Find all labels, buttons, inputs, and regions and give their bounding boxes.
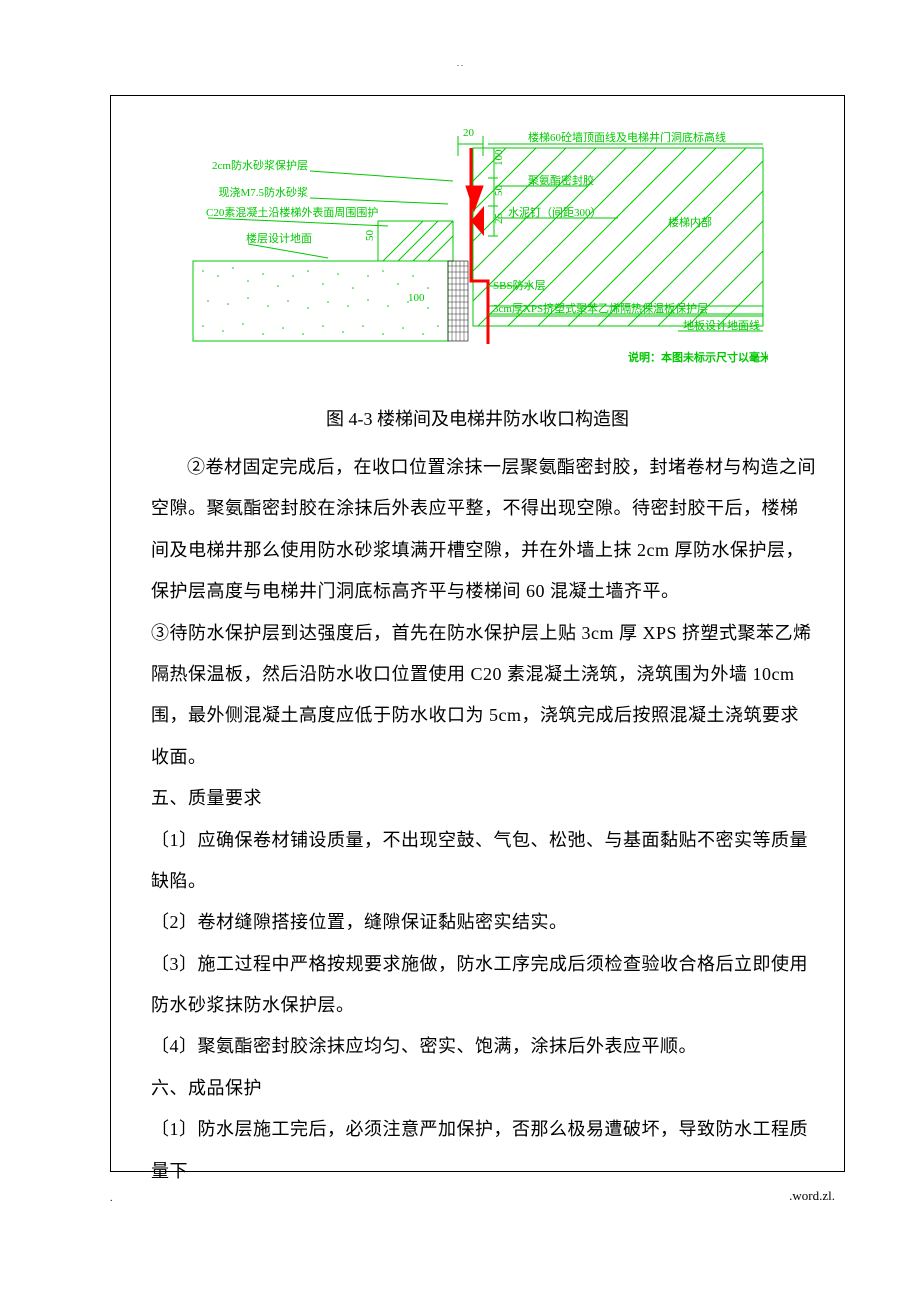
label-sbs: SBS防水层 <box>493 278 546 292</box>
label-seal: 聚氨酯密封胶 <box>528 173 594 187</box>
label-25: 25 <box>493 213 505 225</box>
label-c20: C20素混凝土沿楼梯外表面周围围护 <box>206 205 378 219</box>
label-nail: 水泥钉（间距300） <box>508 206 602 219</box>
label-100a: 100 <box>493 149 505 166</box>
quality-1: 〔1〕应确保卷材铺设质量，不出现空鼓、气包、松弛、与基面黏贴不密实等质量缺陷。 <box>151 820 816 903</box>
heading-6: 六、成品保护 <box>151 1068 816 1109</box>
quality-2: 〔2〕卷材缝隙搭接位置，缝隙保证黏贴密实结实。 <box>151 902 816 943</box>
label-top: 楼梯60砼墙顶面线及电梯井门洞底标高线 <box>528 130 726 144</box>
para-3: ③待防水保护层到达强度后，首先在防水保护层上贴 3cm 厚 XPS 挤塑式聚苯乙… <box>151 613 816 779</box>
footer-left: . <box>110 1193 113 1204</box>
quality-4: 〔4〕聚氨酯密封胶涂抹应均匀、密实、饱满，涂抹后外表应平顺。 <box>151 1026 816 1067</box>
label-50b: 50 <box>364 230 376 242</box>
header-marker: . . <box>0 60 920 68</box>
label-xps: 3cm厚XPS挤塑式聚苯乙烯隔热保温板保护层 <box>493 301 708 315</box>
content-frame: 2cm防水砂浆保护层 现浇M7.5防水砂浆 C20素混凝土沿楼梯外表面周围围护 … <box>110 95 845 1172</box>
diagram-note: 说明：本图未标示尺寸以毫米计。 <box>628 350 768 364</box>
label-floor: 地板设计地面线 <box>683 318 760 332</box>
protect-1: 〔1〕防水层施工完后，必须注意严加保护，否那么极易遭破坏，导致防水工程质量下 <box>151 1109 816 1192</box>
document-page: . . <box>0 0 920 1302</box>
label-stair: 楼梯内部 <box>668 215 712 229</box>
label-50a: 50 <box>493 185 505 197</box>
label-ground: 楼层设计地面 <box>246 231 312 245</box>
document-body: ②卷材固定完成后，在收口位置涂抹一层聚氨酯密封胶，封堵卷材与构造之间空隙。聚氨酯… <box>111 437 844 1192</box>
construction-diagram: 2cm防水砂浆保护层 现浇M7.5防水砂浆 C20素混凝土沿楼梯外表面周围围护 … <box>188 126 768 391</box>
para-2: ②卷材固定完成后，在收口位置涂抹一层聚氨酯密封胶，封堵卷材与构造之间空隙。聚氨酯… <box>151 447 816 613</box>
quality-3: 〔3〕施工过程中严格按规要求施做，防水工序完成后须检查验收合格后立即使用防水砂浆… <box>151 944 816 1027</box>
figure-caption: 图 4-3 楼梯间及电梯井防水收口构造图 <box>111 391 844 437</box>
heading-5: 五、质量要求 <box>151 778 816 819</box>
label-20: 20 <box>463 127 475 139</box>
label-100b: 100 <box>408 292 425 304</box>
label-2cm: 2cm防水砂浆保护层 <box>212 158 308 172</box>
label-m75: 现浇M7.5防水砂浆 <box>218 185 308 199</box>
footer-right: .word.zl. <box>789 1188 835 1204</box>
